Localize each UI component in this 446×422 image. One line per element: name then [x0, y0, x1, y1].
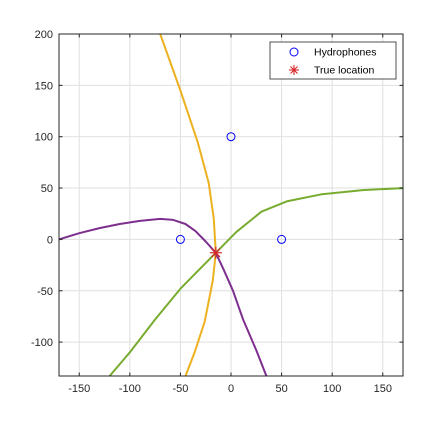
x-tick-label: -50 — [172, 383, 188, 395]
ticks: -150 -100 -50 0 50 100 150 -100 -50 0 50 100 150 200 — [31, 29, 403, 395]
series-layer — [59, 34, 403, 376]
y-tick-label: -50 — [37, 286, 53, 298]
x-tick-label: 150 — [374, 383, 392, 395]
y-tick-label: 0 — [47, 234, 53, 246]
y-tick-label: 200 — [35, 29, 53, 41]
x-tick-label: 50 — [275, 383, 287, 395]
y-tick-label: 150 — [35, 80, 53, 92]
true-location-marker — [209, 246, 222, 259]
hydrophone-marker — [277, 234, 287, 244]
hyperbola-curve-4 — [59, 217, 268, 376]
legend-true-location-label: True location — [314, 65, 374, 77]
legend-true-location-marker — [289, 65, 299, 75]
legend-hydrophones-marker — [289, 47, 299, 57]
legend-hydrophones-label: Hydrophones — [314, 47, 376, 59]
y-tick-label: -100 — [31, 337, 53, 349]
x-tick-label: 100 — [323, 383, 341, 395]
legend: Hydrophones True location — [269, 41, 397, 80]
x-tick-label: -100 — [119, 383, 141, 395]
hydrophone-marker — [226, 132, 236, 142]
hyperbola-curve-2 — [159, 34, 217, 376]
x-tick-label: -150 — [68, 383, 90, 395]
y-tick-label: 50 — [41, 183, 53, 195]
hydrophone-marker — [175, 234, 185, 244]
y-tick-label: 100 — [35, 132, 53, 144]
x-tick-label: 0 — [228, 383, 234, 395]
hyperbola-curve-3 — [108, 187, 403, 376]
